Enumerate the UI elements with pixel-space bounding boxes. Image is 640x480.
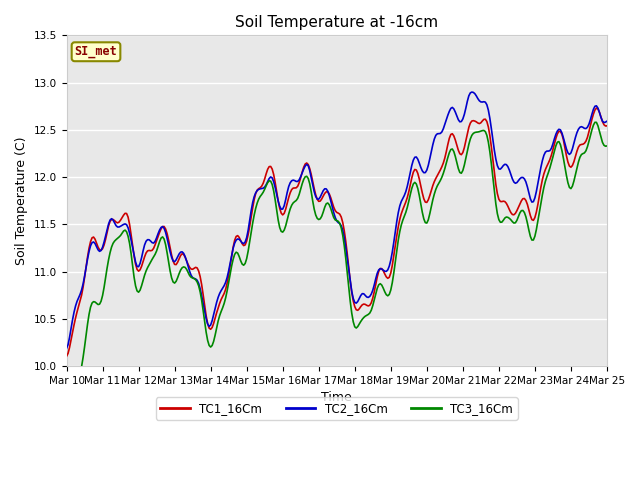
TC3_16Cm: [603, 143, 611, 149]
Line: TC1_16Cm: TC1_16Cm: [67, 108, 607, 356]
TC1_16Cm: [593, 105, 600, 111]
TC1_16Cm: [388, 263, 396, 268]
TC1_16Cm: [163, 231, 171, 237]
TC3_16Cm: [163, 250, 171, 256]
Title: Soil Temperature at -16cm: Soil Temperature at -16cm: [235, 15, 438, 30]
TC1_16Cm: [371, 289, 378, 295]
TC2_16Cm: [77, 287, 85, 293]
TC2_16Cm: [163, 235, 171, 241]
TC2_16Cm: [468, 89, 476, 95]
TC2_16Cm: [63, 346, 70, 351]
Legend: TC1_16Cm, TC2_16Cm, TC3_16Cm: TC1_16Cm, TC2_16Cm, TC3_16Cm: [156, 397, 518, 420]
TC2_16Cm: [371, 282, 378, 288]
Line: TC2_16Cm: TC2_16Cm: [67, 92, 607, 348]
X-axis label: Time: Time: [321, 391, 352, 404]
TC2_16Cm: [538, 157, 546, 163]
TC3_16Cm: [77, 364, 85, 370]
TC3_16Cm: [401, 214, 408, 219]
TC2_16Cm: [388, 249, 396, 255]
TC1_16Cm: [401, 203, 408, 209]
TC3_16Cm: [591, 120, 599, 125]
Y-axis label: Soil Temperature (C): Soil Temperature (C): [15, 136, 28, 265]
TC1_16Cm: [603, 123, 611, 129]
TC3_16Cm: [537, 201, 545, 206]
TC2_16Cm: [401, 192, 408, 198]
Text: SI_met: SI_met: [75, 45, 117, 58]
TC1_16Cm: [63, 353, 70, 359]
TC1_16Cm: [77, 292, 85, 298]
TC2_16Cm: [603, 119, 611, 124]
TC3_16Cm: [63, 430, 70, 435]
TC1_16Cm: [537, 184, 545, 190]
TC3_16Cm: [371, 297, 378, 302]
TC3_16Cm: [388, 280, 396, 286]
Line: TC3_16Cm: TC3_16Cm: [67, 122, 607, 432]
